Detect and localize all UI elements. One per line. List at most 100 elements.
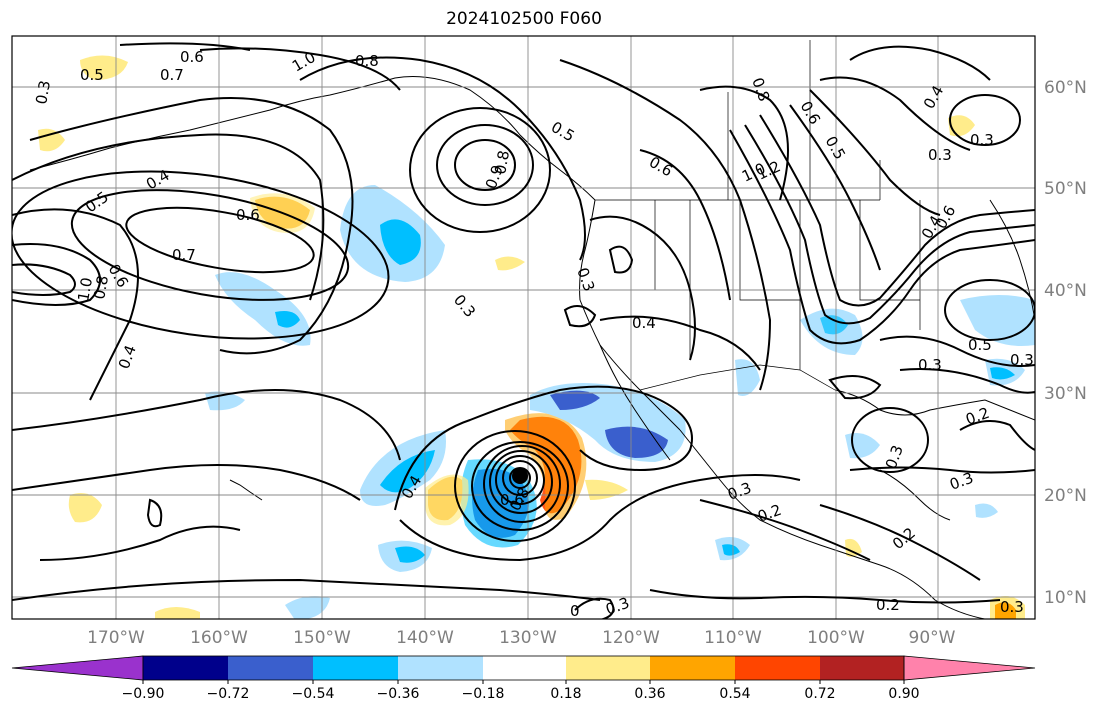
coastline-alaska	[29, 76, 596, 201]
shade-yellow-c2	[495, 256, 525, 271]
shade-lightblue-gulf	[845, 432, 880, 459]
shade-lightblue-carib	[975, 503, 998, 518]
contour-label: 0.2	[876, 596, 900, 614]
contour-label: 0.2	[963, 404, 992, 429]
lat-label: 40°N	[1044, 281, 1087, 301]
colorbar-tick-label: 0.72	[804, 686, 835, 702]
shade-yellow-w2	[68, 492, 102, 523]
colorbar-segment	[483, 656, 566, 680]
shade-orange-outer	[505, 413, 587, 520]
lon-label: 160°W	[190, 628, 248, 648]
colorbar-segment	[735, 656, 820, 680]
lat-label: 20°N	[1044, 486, 1087, 506]
colorbar-segment	[313, 656, 398, 680]
colorbar-tick-label: 0.36	[634, 686, 665, 702]
colorbar-segment	[566, 656, 650, 680]
coastline-baja	[599, 344, 671, 461]
lat-label: 30°N	[1044, 384, 1087, 404]
contour-label: 0.8	[491, 149, 513, 176]
coastline-hawaii	[229, 479, 263, 501]
shade-blue-goa	[380, 219, 421, 265]
contour-label: 1.0	[74, 276, 96, 303]
contour-label: 0.3	[928, 146, 952, 164]
contour-label: 0.6	[180, 48, 204, 66]
contour-label: 0.3	[450, 291, 479, 321]
colorbar-segment	[143, 656, 228, 680]
colorbar-segment	[228, 656, 313, 680]
colorbar-tick-label: 0.90	[888, 686, 919, 702]
longitude-axis: 170°W 160°W 150°W 140°W 130°W 120°W 110°…	[87, 628, 956, 648]
contour-label: 0.6	[646, 153, 676, 181]
contour-label: 0.7	[160, 66, 184, 84]
shade-lightblue-ne-us	[960, 295, 1035, 346]
shade-blue-plains	[820, 315, 848, 335]
map-frame	[11, 35, 1036, 620]
lon-label: 140°W	[396, 628, 454, 648]
colorbar-tick-label: −0.72	[207, 686, 250, 702]
political-borders	[595, 40, 921, 391]
shade-lightblue-s2	[285, 596, 330, 619]
coastline-mexico	[679, 429, 988, 619]
shade-yellow-e	[585, 479, 628, 500]
coastline-yucatan	[879, 469, 951, 521]
latitude-axis: 60°N 50°N 40°N 30°N 20°N 10°N	[1044, 78, 1087, 608]
contour-label: 0	[570, 602, 580, 620]
colorbar: −0.90 −0.72 −0.54 −0.36 −0.18 0.18 0.36 …	[11, 655, 1036, 702]
contour-label: 0.6	[500, 491, 524, 509]
lat-label: 50°N	[1044, 179, 1087, 199]
shade-blue-se-us	[990, 367, 1015, 380]
contour-label: 0.3	[32, 79, 54, 106]
contour-label: 0.2	[889, 524, 919, 553]
coastline-gulf	[834, 389, 1035, 421]
colorbar-tick-label: 0.54	[719, 686, 750, 702]
contour-label: 0.8	[90, 274, 112, 301]
contour-label: 0.5	[548, 118, 578, 146]
lat-label: 60°N	[1044, 78, 1087, 98]
lon-label: 170°W	[87, 628, 145, 648]
shade-blue-sw	[275, 311, 300, 328]
lon-label: 150°W	[293, 628, 351, 648]
contour-label: 0.3	[573, 265, 598, 294]
lat-label: 10°N	[1044, 588, 1087, 608]
shade-orange-se	[995, 602, 1016, 619]
shade-yellow-west	[425, 474, 469, 526]
shade-blue-s	[395, 546, 425, 563]
contour-label: 0.3	[918, 356, 942, 374]
contour-label: 0.3	[1010, 351, 1034, 369]
shade-blue-epac	[722, 544, 740, 556]
colorbar-segment	[650, 656, 735, 680]
contour-label: 0.6	[236, 206, 260, 224]
lon-label: 120°W	[602, 628, 660, 648]
colorbar-extend-high	[903, 655, 1036, 681]
colorbar-extend-low	[11, 655, 144, 681]
shade-blue-ne	[550, 390, 600, 410]
colorbar-tick-label: 0.18	[550, 686, 581, 702]
colorbar-segment	[820, 656, 904, 680]
colorbar-tick-label: −0.36	[377, 686, 420, 702]
contour-label: 0.5	[80, 66, 104, 84]
coastline-bc	[579, 199, 596, 301]
shade-yellow-ne	[948, 115, 975, 137]
map-title: 2024102500 F060	[446, 9, 602, 29]
lon-label: 90°W	[909, 628, 956, 648]
shade-yellow-carib	[845, 538, 862, 557]
colorbar-tick-label: −0.54	[292, 686, 335, 702]
coastlines	[29, 76, 1035, 619]
lon-label: 110°W	[704, 628, 762, 648]
contour-label: 0.6	[797, 98, 825, 128]
contour-label: 0.4	[115, 343, 140, 372]
contour-label: 0.3	[970, 131, 994, 149]
contour-label: 0.7	[172, 246, 196, 264]
contour-label: 0.4	[632, 314, 656, 332]
contour-label: 0.5	[968, 336, 992, 354]
shade-yellow-s	[155, 607, 200, 619]
coastline-east	[989, 199, 1035, 321]
contour-label: 0.3	[725, 479, 754, 504]
lon-label: 100°W	[807, 628, 865, 648]
contours	[12, 42, 1035, 619]
colorbar-tick-label: −0.90	[122, 686, 165, 702]
shade-blue-west	[380, 450, 435, 493]
contour-label: 0.8	[355, 52, 379, 70]
colorbar-tick-label: −0.18	[462, 686, 505, 702]
